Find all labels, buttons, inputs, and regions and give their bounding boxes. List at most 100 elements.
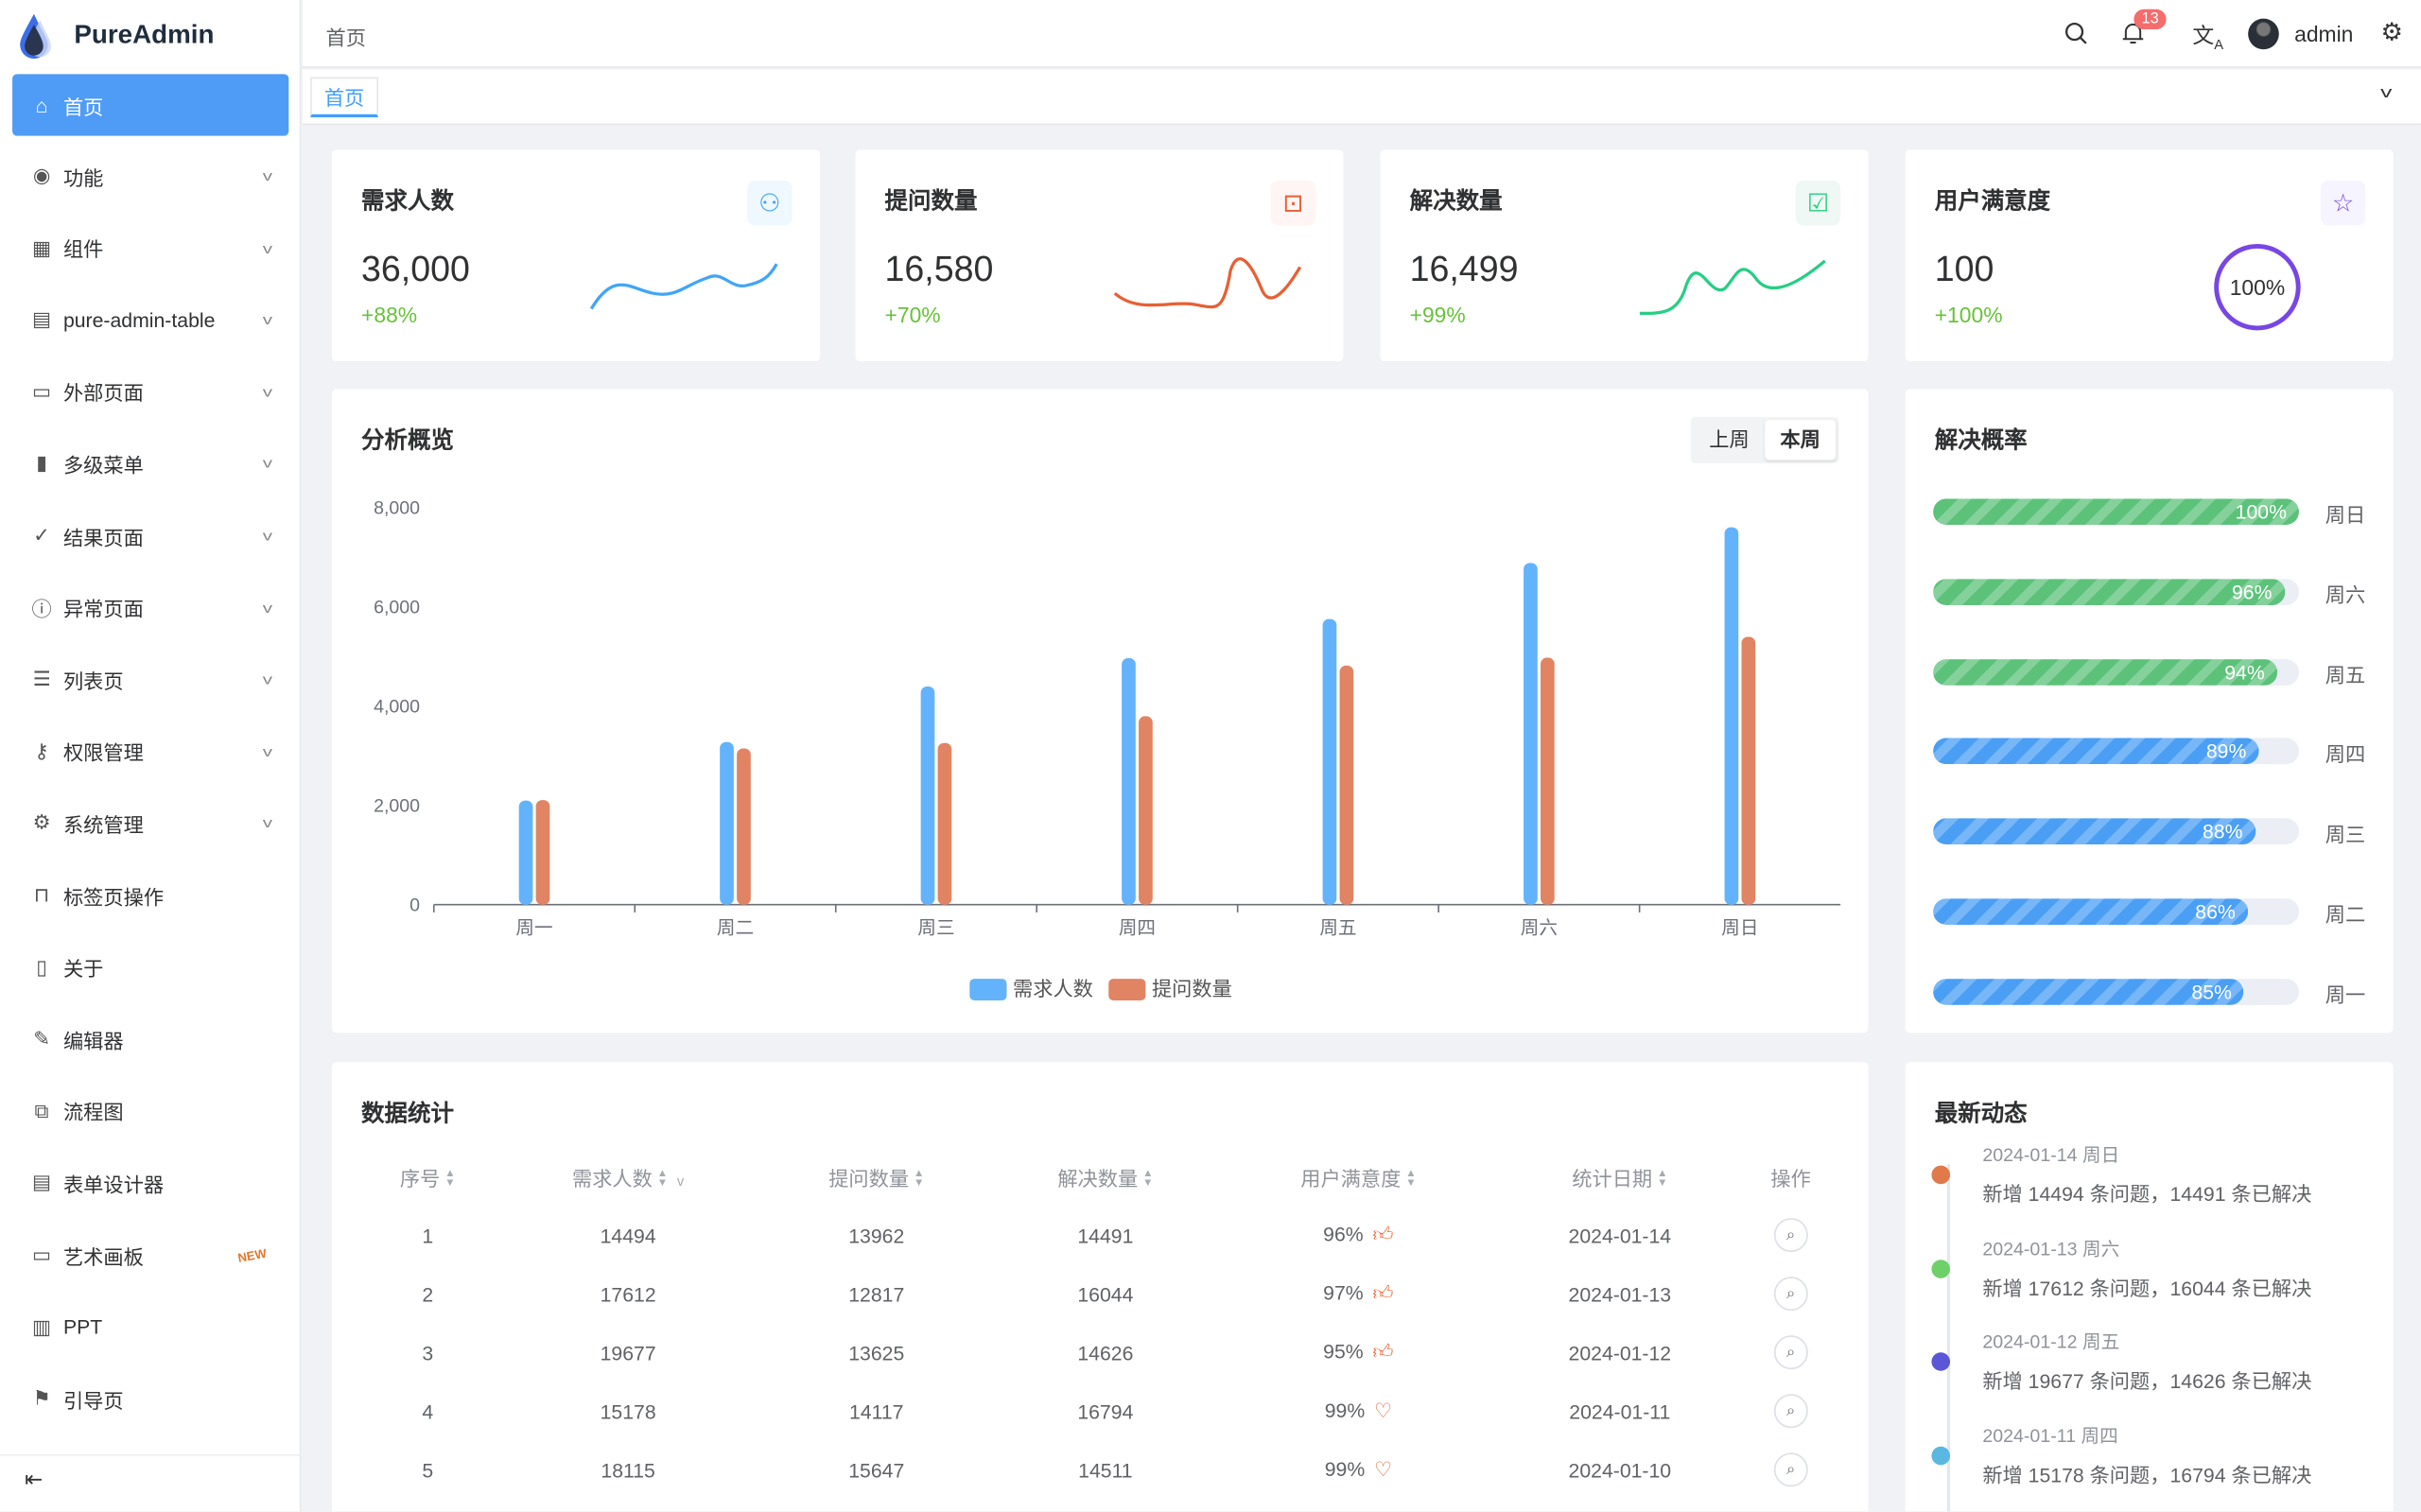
sidebar-item-1[interactable]: ◉ 功能 v bbox=[12, 145, 288, 206]
sidebar-item-8[interactable]: ☰ 列表页 v bbox=[12, 649, 288, 710]
table-cell: 13625 bbox=[848, 1340, 905, 1364]
sort-icon[interactable]: ▲ ▼ bbox=[656, 1169, 669, 1190]
bar-提问数量[interactable] bbox=[1541, 657, 1555, 905]
x-tick-label: 周四 bbox=[1119, 918, 1156, 939]
translate-icon[interactable]: 文A bbox=[2192, 23, 2224, 53]
column-header[interactable]: 提问数量 ▲ ▼ bbox=[828, 1166, 925, 1190]
username[interactable]: admin bbox=[2294, 21, 2354, 46]
bar-提问数量[interactable] bbox=[1339, 665, 1354, 905]
sidebar-item-11[interactable]: ⊓ 标签页操作 bbox=[12, 864, 288, 926]
view-detail-search-icon[interactable]: ⌕ bbox=[1773, 1452, 1808, 1487]
star-icon: ☆ bbox=[2320, 181, 2366, 226]
table-cell: 99% ♡ bbox=[1324, 1399, 1393, 1422]
settings-gear-icon[interactable]: ⚙ bbox=[2380, 20, 2403, 46]
edit-icon: ✎ bbox=[33, 1027, 50, 1051]
sidebar-item-5[interactable]: ▮ 多级菜单 v bbox=[12, 433, 288, 495]
table-cell: 2024-01-14 bbox=[1568, 1223, 1672, 1247]
table-row: 4 15178 14117 16794 99% ♡ 2024-01-11 ⌕ bbox=[361, 1382, 1838, 1440]
sidebar-item-label: 功能 bbox=[62, 165, 104, 189]
bar-提问数量[interactable] bbox=[535, 800, 550, 905]
view-detail-search-icon[interactable]: ⌕ bbox=[1773, 1335, 1808, 1370]
x-tick-label: 周一 bbox=[515, 918, 552, 939]
column-header[interactable]: 需求人数 ▲ ▼ v bbox=[571, 1166, 685, 1190]
view-detail-search-icon[interactable]: ⌕ bbox=[1773, 1277, 1808, 1312]
bar-提问数量[interactable] bbox=[1139, 716, 1153, 905]
column-header[interactable]: 序号 ▲ ▼ bbox=[399, 1166, 456, 1190]
resolve-progress-bar: 88% bbox=[1933, 818, 2300, 845]
question-icon: ⊡ bbox=[1270, 181, 1316, 226]
bar-需求人数[interactable] bbox=[1724, 527, 1739, 905]
bar-需求人数[interactable] bbox=[1322, 618, 1337, 905]
breadcrumb[interactable]: 首页 bbox=[325, 26, 366, 50]
data-stats-title: 数据统计 bbox=[361, 1101, 455, 1127]
column-header[interactable]: 用户满意度 ▲ ▼ bbox=[1300, 1166, 1417, 1190]
sidebar-item-18[interactable]: ⚑ 引导页 bbox=[12, 1368, 288, 1430]
bar-提问数量[interactable] bbox=[937, 742, 952, 905]
view-detail-search-icon[interactable]: ⌕ bbox=[1773, 1394, 1808, 1429]
sort-icon[interactable]: ▲ ▼ bbox=[1142, 1169, 1154, 1190]
stat-percent: +88% bbox=[361, 302, 418, 328]
sidebar-item-7[interactable]: ⓘ 异常页面 v bbox=[12, 577, 288, 638]
chevron-down-icon: v bbox=[261, 240, 272, 256]
table-cell: 14491 bbox=[1077, 1223, 1134, 1247]
last-week-button[interactable]: 上周 bbox=[1709, 427, 1750, 451]
this-week-button[interactable]: 本周 bbox=[1765, 420, 1837, 461]
x-tick-label: 周三 bbox=[917, 918, 954, 939]
collapse-sidebar-icon[interactable]: ⇤ bbox=[25, 1467, 44, 1492]
avatar[interactable] bbox=[2248, 18, 2279, 50]
resolve-progress-bar: 100% bbox=[1933, 498, 2300, 526]
sidebar-item-15[interactable]: ▤ 表单设计器 bbox=[12, 1153, 288, 1214]
sidebar-item-9[interactable]: ⚷ 权限管理 v bbox=[12, 721, 288, 782]
legend-label[interactable]: 提问数量 bbox=[1152, 978, 1232, 1000]
sidebar-item-label: 艺术画板 bbox=[62, 1244, 144, 1269]
sidebar-item-14[interactable]: ⧉ 流程图 bbox=[12, 1081, 288, 1142]
sort-icon[interactable]: ▲ ▼ bbox=[1405, 1169, 1417, 1190]
column-header: 操作 bbox=[1770, 1166, 1811, 1190]
timeline-text: 新增 15178 条问题，16794 条已解决 bbox=[1982, 1462, 2312, 1486]
sort-icon[interactable]: ▲ ▼ bbox=[444, 1169, 456, 1190]
sidebar-item-10[interactable]: ⚙ 系统管理 v bbox=[12, 792, 288, 854]
sidebar-item-label: 引导页 bbox=[62, 1388, 124, 1413]
view-detail-search-icon[interactable]: ⌕ bbox=[1773, 1218, 1808, 1253]
bar-需求人数[interactable] bbox=[1122, 658, 1136, 905]
tag-home[interactable]: 首页 bbox=[310, 77, 378, 118]
sidebar-item-12[interactable]: ▯ 关于 bbox=[12, 936, 288, 998]
sidebar-item-3[interactable]: ▤ pure-admin-table v bbox=[12, 289, 288, 351]
timeline-dot bbox=[1931, 1445, 1951, 1465]
bar-需求人数[interactable] bbox=[920, 686, 935, 905]
timeline-text: 新增 14494 条问题，14491 条已解决 bbox=[1982, 1182, 2312, 1207]
sidebar-item-label: 外部页面 bbox=[62, 381, 144, 406]
overview-card: 分析概览 上周 本周 0 2,000 4,000 6,000 8,000 周一 周二 周三 周四… bbox=[332, 389, 1869, 1034]
sidebar-item-6[interactable]: ✓ 结果页面 v bbox=[12, 505, 288, 566]
search-icon[interactable] bbox=[2064, 22, 2087, 44]
sort-icon[interactable]: ▲ ▼ bbox=[914, 1169, 925, 1190]
sidebar-item-16[interactable]: ▭ 艺术画板 NEW bbox=[12, 1225, 288, 1286]
bar-需求人数[interactable] bbox=[720, 741, 734, 905]
bar-需求人数[interactable] bbox=[518, 800, 533, 905]
sidebar-item-17[interactable]: ▥ PPT bbox=[12, 1296, 288, 1358]
tags-menu-chevron-icon[interactable]: v bbox=[2380, 84, 2393, 102]
timeline-text: 新增 17612 条问题，16044 条已解决 bbox=[1982, 1276, 2312, 1299]
column-header[interactable]: 解决数量 ▲ ▼ bbox=[1057, 1166, 1154, 1190]
chevron-down-icon: v bbox=[261, 671, 272, 687]
table-cell: 18115 bbox=[601, 1458, 655, 1482]
sidebar-item-label: 系统管理 bbox=[62, 813, 144, 837]
sidebar-item-4[interactable]: ▭ 外部页面 v bbox=[12, 361, 288, 423]
bar-提问数量[interactable] bbox=[1741, 636, 1756, 905]
bar-提问数量[interactable] bbox=[737, 748, 751, 905]
filter-chevron-icon[interactable]: v bbox=[676, 1172, 685, 1189]
sidebar-item-2[interactable]: ▦ 组件 v bbox=[12, 217, 288, 279]
logo[interactable]: PureAdmin bbox=[19, 12, 215, 60]
legend-label[interactable]: 需求人数 bbox=[1013, 978, 1093, 1000]
week-toggle: 上周 本周 bbox=[1690, 416, 1839, 463]
sidebar-item-0[interactable]: ⌂ 首页 bbox=[12, 74, 289, 136]
info-icon: ⓘ bbox=[31, 597, 52, 621]
progress-fill: 100% bbox=[1933, 498, 2299, 526]
sort-icon[interactable]: ▲ ▼ bbox=[1657, 1169, 1668, 1190]
sidebar-item-13[interactable]: ✎ 编辑器 bbox=[12, 1008, 288, 1069]
y-tick-label: 2,000 bbox=[374, 795, 420, 816]
form-icon: ▤ bbox=[32, 1171, 52, 1194]
bar-需求人数[interactable] bbox=[1524, 563, 1538, 905]
column-header[interactable]: 统计日期 ▲ ▼ bbox=[1572, 1166, 1668, 1190]
stat-title: 需求人数 bbox=[361, 188, 455, 215]
